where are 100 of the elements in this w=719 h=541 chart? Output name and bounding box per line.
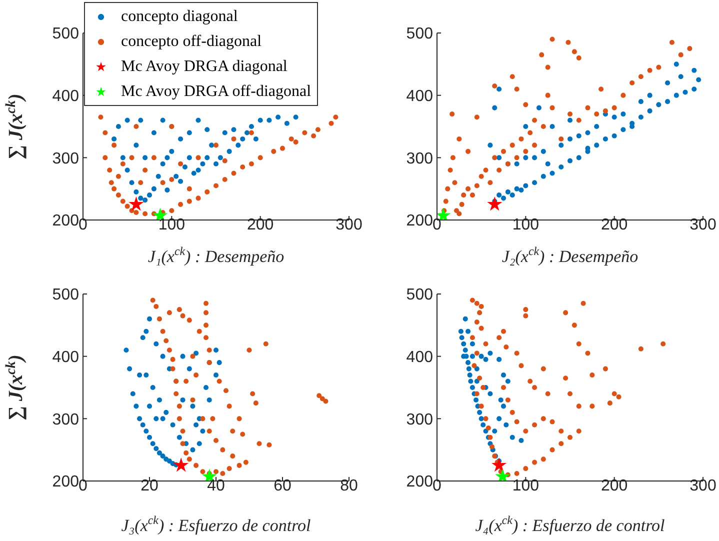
point: [311, 133, 316, 138]
point: [154, 304, 159, 309]
point: [576, 55, 582, 60]
point: [134, 124, 139, 130]
point: [602, 136, 608, 142]
point: [146, 192, 152, 198]
point: [226, 466, 232, 472]
x-axis-title: J₁(x$^{ck}$) : Desempeño: [148, 244, 284, 266]
point: [545, 161, 550, 166]
point: [209, 142, 214, 148]
point: [120, 198, 126, 204]
point: [518, 188, 524, 193]
point: [150, 298, 156, 303]
point: [138, 180, 144, 186]
point: [612, 105, 617, 110]
point: [213, 142, 219, 148]
y-tick-label: 400: [406, 349, 434, 366]
point: [572, 49, 577, 54]
point: [206, 348, 212, 353]
point: [180, 313, 186, 318]
point: [470, 192, 475, 198]
point: [480, 422, 486, 428]
point: [492, 428, 498, 434]
point: [550, 105, 555, 110]
point: [204, 155, 210, 160]
point: [523, 148, 528, 154]
point: [151, 130, 156, 136]
point: [164, 155, 170, 160]
point: [462, 316, 468, 322]
point: [284, 120, 290, 126]
point: [196, 118, 201, 123]
x-axis-title: J₄(x$^{ck}$) : Esfuerzo de control: [475, 513, 666, 535]
point: [138, 118, 144, 123]
point: [692, 68, 697, 73]
point: [160, 328, 166, 334]
point: [213, 438, 219, 443]
point: [200, 416, 206, 422]
point: [220, 471, 226, 476]
point: [253, 136, 258, 142]
point: [144, 428, 149, 434]
point: [223, 388, 228, 394]
point: [222, 130, 228, 136]
point: [443, 198, 448, 204]
point: [154, 446, 159, 452]
point: [178, 178, 184, 184]
point: [620, 112, 626, 117]
point: [180, 354, 186, 359]
point: [473, 397, 479, 402]
point: [156, 450, 162, 456]
point: [210, 416, 216, 422]
point: [190, 404, 196, 409]
point: [540, 174, 546, 179]
point: [598, 86, 604, 92]
point: [696, 77, 702, 82]
point: [231, 170, 236, 176]
point: [518, 438, 524, 443]
point: [164, 410, 169, 415]
point: [250, 391, 256, 396]
y-tick-label: 400: [52, 88, 80, 106]
point: [166, 310, 172, 316]
point: [112, 186, 117, 192]
point: [678, 52, 684, 58]
point: [293, 114, 298, 120]
point: [190, 397, 196, 402]
point: [612, 133, 617, 138]
point: [164, 188, 170, 193]
point: [186, 456, 192, 462]
point: [112, 142, 117, 148]
point: [130, 391, 136, 396]
y-tick-label: 500: [52, 26, 80, 43]
point: [176, 404, 182, 409]
point: [545, 92, 550, 98]
point: [483, 356, 488, 362]
point: [204, 300, 209, 306]
point: [461, 341, 466, 346]
point: [166, 348, 172, 353]
point: [500, 196, 506, 201]
point: [550, 124, 555, 130]
point: [258, 155, 263, 160]
point: [328, 120, 334, 126]
y-tick-label: 400: [406, 88, 434, 106]
point: [142, 198, 148, 203]
point: [647, 108, 652, 114]
point: [656, 64, 662, 70]
point: [602, 108, 608, 114]
y-tick-label: 300: [52, 411, 80, 428]
point: [492, 458, 507, 472]
point: [194, 372, 199, 378]
point: [137, 372, 142, 378]
point: [253, 400, 258, 406]
point: [186, 318, 192, 323]
point: [107, 168, 112, 173]
point: [191, 170, 196, 176]
point: [467, 372, 472, 378]
point: [222, 176, 228, 182]
point: [169, 176, 174, 182]
point: [638, 99, 644, 104]
point: [144, 328, 149, 334]
point: [456, 136, 462, 142]
point: [523, 183, 528, 188]
